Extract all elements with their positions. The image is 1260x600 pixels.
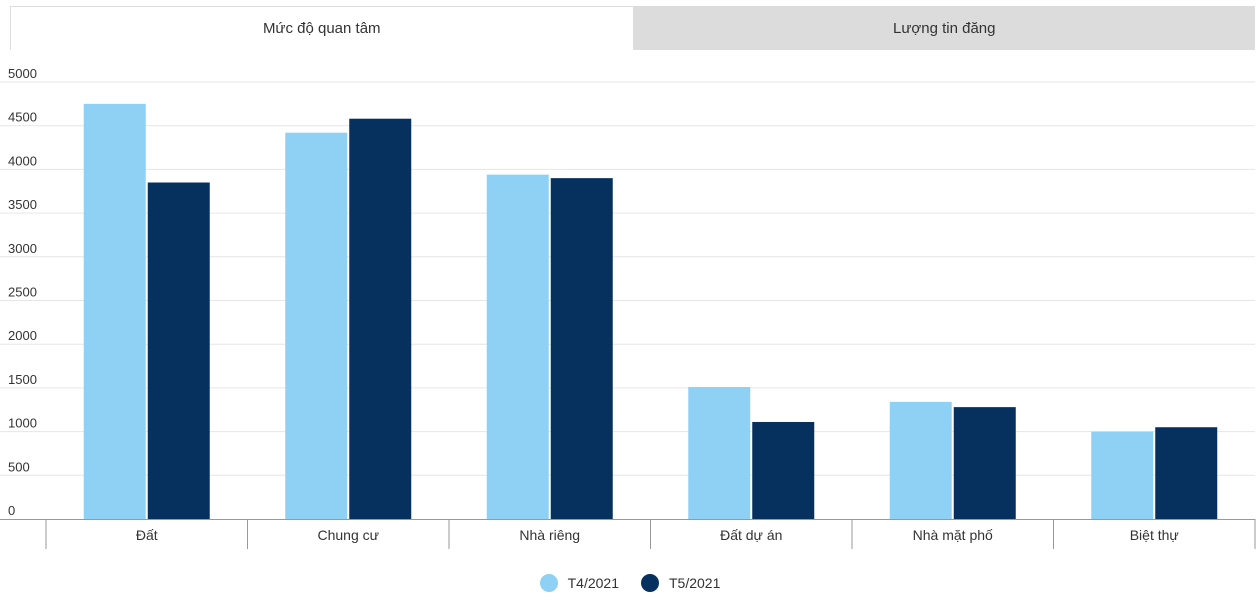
y-tick-label: 0 [8,503,15,518]
y-tick-label: 5000 [8,66,37,81]
bar-chart: 0 500 1000 1500 2000 2500 3000 3500 4000 4500 5000… [0,66,1256,549]
x-tick-label: Biệt thự [1130,527,1179,543]
y-tick-label: 2000 [8,328,37,343]
legend-swatch-series-2 [641,574,659,592]
x-tick-label: Nhà riêng [519,527,580,543]
x-tick-label: Chung cư [317,527,379,543]
bar-series-2 [953,407,1016,519]
bar-series-1 [486,174,549,520]
bar-series-1 [83,103,146,519]
legend-item-series-1: T4/2021 [539,574,619,592]
x-tick-label: Đất dự án [720,527,782,543]
y-tick-label: 4500 [8,110,37,125]
bar-series-2 [349,118,412,519]
bar-series-1 [1091,431,1154,519]
bar-series-1 [688,387,751,519]
y-tick-label: 3500 [8,197,37,212]
y-tick-label: 1000 [8,416,37,431]
bar-series-1 [285,132,348,519]
y-tick-label: 4000 [8,153,37,168]
bar-series-2 [1155,427,1218,519]
legend-item-series-2: T5/2021 [641,574,720,592]
bar-series-2 [752,421,815,519]
y-tick-label: 3000 [8,241,37,256]
legend-label-series-2: T5/2021 [669,575,721,591]
bar-series-1 [889,401,952,519]
bar-series-2 [147,182,210,519]
x-tick-label: Đất [136,527,158,543]
tab-interest-level[interactable]: Mức độ quan tâm [10,6,634,50]
legend-label-series-1: T4/2021 [567,575,619,591]
legend-swatch-series-1 [539,574,558,592]
tab-listing-volume[interactable]: Lượng tin đăng [633,6,1255,50]
tab-bar: Mức độ quan tâm Lượng tin đăng [10,6,1255,50]
y-tick-label: 500 [8,459,30,474]
y-tick-label: 1500 [8,372,37,387]
x-tick-label: Nhà mặt phố [913,527,993,543]
y-tick-label: 2500 [8,285,37,300]
bar-series-2 [550,178,613,519]
chart-legend: T4/2021 T5/2021 [0,574,1260,592]
